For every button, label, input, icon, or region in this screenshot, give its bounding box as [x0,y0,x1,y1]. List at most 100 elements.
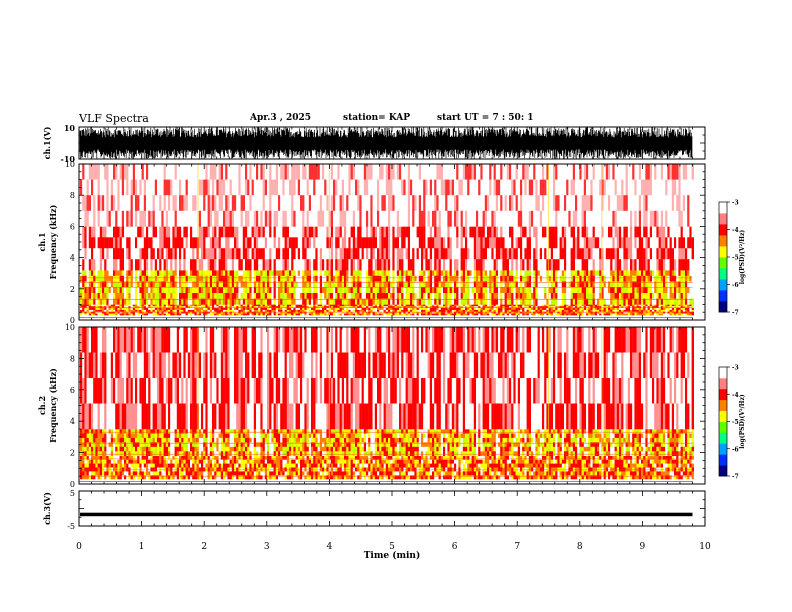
spectro-cell [141,179,144,196]
spectro-cell [159,308,162,311]
spectro-cell [282,270,285,277]
spectro-cell [278,275,281,282]
spectro-cell [366,259,369,271]
spectro-cell [517,275,521,282]
spectro-cell [432,210,435,227]
spectro-cell [335,248,338,260]
spectro-cell [113,287,116,294]
spectro-cell [84,259,87,271]
spectro-cell [456,281,459,288]
spectro-cell [484,298,488,305]
spectro-cell [313,313,316,316]
spectro-cell [326,259,329,271]
spectro-cell [135,226,138,238]
spectro-cell [326,287,329,294]
spectro-cell [588,164,591,180]
spectro-cell [425,311,428,314]
spectro-cell [251,308,254,311]
spectro-cell [493,287,496,294]
spectro-cell [315,259,318,271]
spectro-cell [322,311,325,314]
spectro-cell [139,275,142,282]
spectro-cell [423,195,426,212]
spectro-cell [297,179,301,196]
spectro-cell [271,304,274,307]
spectro-cell [511,287,514,294]
spectro-cell [201,226,204,238]
spectro-cell [110,281,114,288]
spectro-cell [324,293,327,299]
spectro-cell [146,293,149,299]
spectro-cell [93,164,96,180]
spectro-cell [317,195,320,212]
spectro-cell [247,309,250,312]
spectro-cell [278,309,281,312]
spectro-cell [533,287,536,294]
spectro-cell [110,311,114,314]
spectro-cell [256,287,259,294]
spectro-cell [377,293,380,299]
spectro-cell [282,287,285,294]
spectro-cell [324,308,327,311]
spectro-cell [326,270,329,277]
spectro-cell [97,313,100,316]
spectro-cell [284,281,287,288]
spectro-cell [209,226,213,238]
spectro-cell [337,195,340,212]
spectro-cell [429,281,433,288]
spectro-cell [132,313,136,316]
spectro-cell [383,287,386,294]
spectro-cell [130,195,133,212]
spectro-cell [350,311,353,314]
spectro-cell [390,287,393,294]
spectro-cell [139,311,142,314]
spectro-cell [124,313,127,316]
spectro-cell [335,275,338,282]
spectro-cell [412,298,415,305]
spectro-cell [399,287,402,294]
spectro-cell [108,275,111,282]
spectro-cell [194,270,197,277]
spectro-cell [82,287,85,294]
spectro-cell [405,270,408,277]
spectro-cell [91,179,94,196]
spectro-cell [462,311,466,314]
spectro-cell [172,270,175,277]
spectro-cell [355,179,358,196]
spectro-cell [381,313,384,316]
spectro-cell [157,275,160,282]
spectro-cell [456,293,459,299]
spectro-cell [161,237,164,249]
spectro-cell [539,275,543,282]
spectro-cell [476,248,479,260]
spectro-cell [352,275,356,282]
spectro-cell [379,275,382,282]
spectro-cell [280,179,283,196]
spectro-cell [374,308,378,311]
spectro-cell [267,226,270,238]
spectro-cell [146,226,149,238]
spectro-cell [544,293,547,299]
spectro-cell [313,248,316,260]
spectro-cell [425,237,428,249]
spectro-cell [427,226,430,238]
spectro-cell [401,281,404,288]
spectro-cell [555,226,558,238]
spectro-cell [427,179,430,196]
spectro-cell [324,226,327,238]
spectro-cell [218,195,221,212]
spectro-cell [297,226,301,238]
spectro-cell [337,210,340,227]
spectro-cell [300,226,303,238]
spectro-cell [469,179,472,196]
spectro-cell [487,164,490,180]
spectro-cell [93,293,96,299]
spectro-cell [438,270,441,277]
spectro-cell [297,259,301,271]
spectro-cell [216,259,219,271]
spectro-cell [240,164,243,180]
spectro-cell [614,281,617,288]
spectro-cell [262,287,265,294]
spectro-cell [324,281,327,288]
spectro-cell [267,164,270,180]
